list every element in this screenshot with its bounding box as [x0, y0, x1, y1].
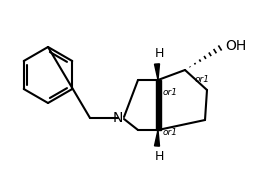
Text: OH: OH — [225, 39, 246, 53]
Text: or1: or1 — [163, 88, 178, 97]
Text: H: H — [154, 47, 164, 60]
Text: or1: or1 — [163, 128, 178, 137]
Text: or1: or1 — [195, 75, 210, 84]
Polygon shape — [155, 80, 161, 130]
Polygon shape — [154, 64, 160, 80]
Text: N: N — [113, 111, 123, 125]
Polygon shape — [154, 130, 160, 146]
Text: H: H — [154, 150, 164, 163]
